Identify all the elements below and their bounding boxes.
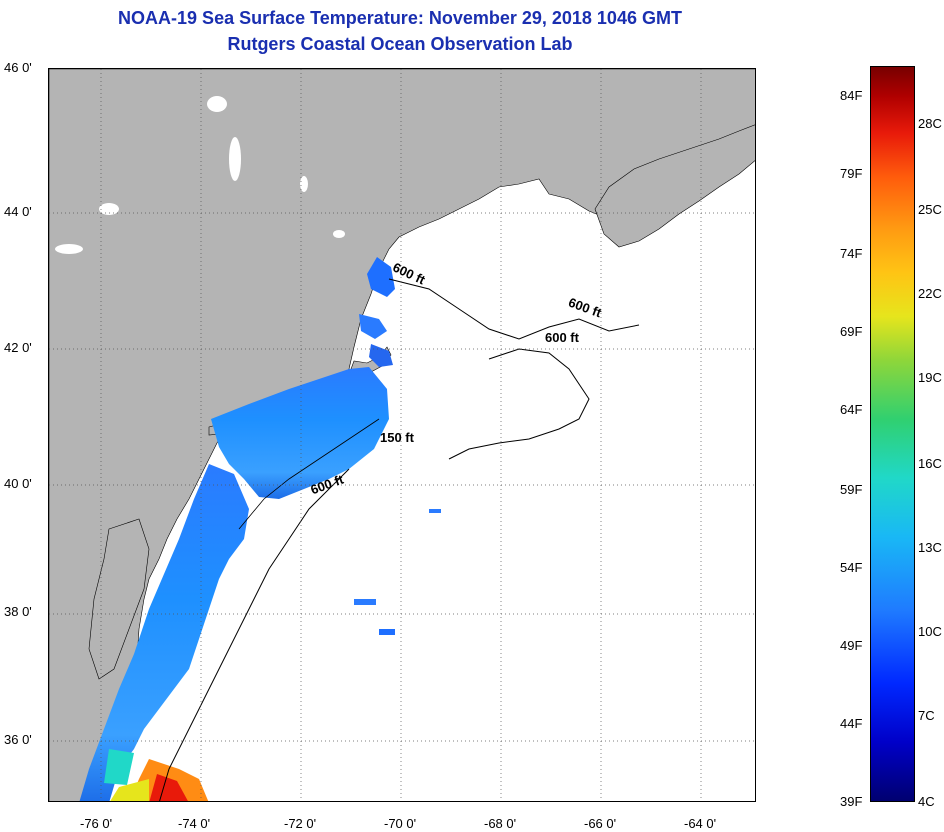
colorbar-label-13c: 13C (918, 540, 942, 555)
lon-label-70: -70 0' (384, 816, 417, 831)
contour-150ft (238, 418, 380, 530)
land-nova-scotia (594, 124, 755, 248)
contour-600ft-georges (448, 348, 590, 460)
map-svg (49, 69, 755, 801)
lake-3 (99, 203, 119, 215)
lake-6 (300, 176, 308, 192)
sst-patch-maine (367, 257, 395, 297)
sst-patch-maine-3 (369, 344, 393, 367)
sst-patch-maine-2 (359, 314, 387, 339)
lon-label-76: -76 0' (80, 816, 113, 831)
colorbar-label-39f: 39F (840, 794, 863, 809)
colorbar-label-19c: 19C (918, 370, 942, 385)
colorbar-label-84f: 84F (840, 88, 863, 103)
contour-shelf-break (159, 468, 350, 801)
lat-label-44: 44 0' (4, 204, 32, 219)
contour-label-600ft-3: 600 ft (545, 330, 579, 345)
sst-hot-core (149, 774, 188, 801)
colorbar-label-28c: 28C (918, 116, 942, 131)
colorbar-label-25c: 25C (918, 202, 942, 217)
lon-label-68: -68 0' (484, 816, 517, 831)
colorbar-label-79f: 79F (840, 166, 863, 181)
sst-yellow-fringe (110, 779, 149, 801)
lon-label-66: -66 0' (584, 816, 617, 831)
colorbar-label-10c: 10C (918, 624, 942, 639)
lake-5 (333, 230, 345, 238)
sst-shelf-sne (211, 367, 389, 499)
map-title: NOAA-19 Sea Surface Temperature: Novembe… (118, 8, 682, 28)
contour-label-150ft: 150 ft (380, 430, 414, 445)
sst-map (48, 68, 756, 802)
lake-4 (55, 244, 83, 254)
lake-2 (229, 137, 241, 181)
colorbar-label-22c: 22C (918, 286, 942, 301)
colorbar-label-69f: 69F (840, 324, 863, 339)
sst-shelf-mab (79, 464, 249, 801)
lon-label-74: -74 0' (178, 816, 211, 831)
map-subtitle: Rutgers Coastal Ocean Observation Lab (227, 34, 573, 54)
lon-label-64: -64 0' (684, 816, 717, 831)
colorbar-label-4c: 4C (918, 794, 935, 809)
lake-1 (207, 96, 227, 112)
lat-label-46: 46 0' (4, 60, 32, 75)
sst-teal-band (104, 749, 134, 785)
lat-label-38: 38 0' (4, 604, 32, 619)
colorbar-label-7c: 7C (918, 708, 935, 723)
colorbar-label-74f: 74F (840, 246, 863, 261)
lat-label-36: 36 0' (4, 732, 32, 747)
colorbar-label-64f: 64F (840, 402, 863, 417)
sst-offshore-1 (354, 599, 376, 605)
contour-600ft-gulf-of-maine (388, 278, 640, 340)
lat-label-40: 40 0' (4, 476, 32, 491)
land-delmarva (88, 518, 150, 680)
colorbar-label-44f: 44F (840, 716, 863, 731)
colorbar-label-49f: 49F (840, 638, 863, 653)
colorbar-label-59f: 59F (840, 482, 863, 497)
sst-offshore-3 (429, 509, 441, 513)
colorbar-label-54f: 54F (840, 560, 863, 575)
sst-offshore-2 (379, 629, 395, 635)
lat-label-42: 42 0' (4, 340, 32, 355)
temperature-colorbar (870, 66, 915, 802)
lon-label-72: -72 0' (284, 816, 317, 831)
colorbar-label-16c: 16C (918, 456, 942, 471)
